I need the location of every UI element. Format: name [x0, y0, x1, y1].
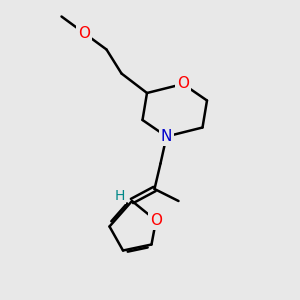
Text: H: H [114, 189, 124, 202]
Text: O: O [150, 213, 162, 228]
Text: O: O [177, 76, 189, 92]
Text: O: O [78, 26, 90, 40]
Text: N: N [161, 129, 172, 144]
